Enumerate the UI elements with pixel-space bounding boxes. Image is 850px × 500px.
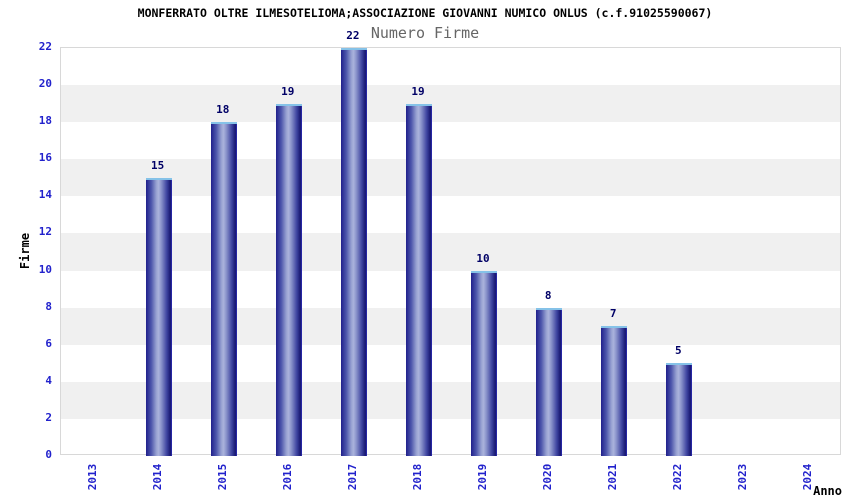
grid-band [61,345,840,382]
grid-band [61,85,840,123]
y-tick-label: 18 [38,114,52,128]
x-axis-title: Anno [813,484,842,498]
grid-band [61,233,840,271]
y-tick-label: 10 [38,262,52,276]
y-tick-label: 2 [45,410,52,424]
bar-value-label: 10 [476,251,490,265]
x-tick-label: 2015 [215,463,229,491]
y-tick-label: 8 [45,299,52,313]
bar-2020 [536,307,563,456]
grid-band [61,196,840,233]
bar-value-label: 7 [609,307,617,321]
grid-band [61,271,840,308]
chart-title: MONFERRATO OLTRE ILMESOTELIOMA;ASSOCIAZI… [137,6,713,20]
bar-value-label: 15 [151,158,165,172]
bar-value-label: 5 [674,344,682,358]
plot-area [60,47,841,456]
y-tick-label: 6 [45,336,52,350]
bar-2021 [601,326,628,456]
x-tick-label: 2016 [280,463,294,491]
y-tick-label: 14 [38,188,52,202]
bar-2017 [340,48,367,456]
bar-2015 [210,122,237,456]
grid-band [61,381,840,419]
x-tick-label: 2023 [736,463,750,491]
grid-band [61,48,840,85]
y-tick-label: 22 [38,40,52,53]
x-tick-label: 2022 [671,463,685,491]
x-tick-label: 2014 [150,463,164,491]
grid-band [61,419,840,456]
bar-value-label: 8 [544,288,552,302]
bar-value-label: 18 [216,103,230,117]
y-tick-label: 4 [45,373,52,387]
bar-2018 [405,103,432,456]
x-tick-label: 2018 [410,463,424,491]
bar-value-label: 19 [281,84,295,98]
x-tick-label: 2019 [476,463,490,491]
grid-band [61,307,840,345]
x-tick-label: 2021 [606,463,620,491]
x-tick-label: 2020 [541,463,555,491]
bar-value-label: 22 [346,29,360,42]
y-tick-label: 16 [38,151,52,165]
grid-band [61,122,840,159]
bar-2016 [275,103,302,456]
y-tick-label: 20 [38,77,52,91]
y-tick-label: 0 [45,448,52,461]
x-tick-label: 2013 [85,463,99,491]
bar-2022 [666,363,693,456]
bar-2019 [471,270,498,456]
x-tick-label: 2017 [345,463,359,491]
chart-subtitle: Numero Firme [370,24,480,42]
y-tick-label: 12 [38,225,52,239]
bar-2014 [145,177,172,456]
grid-band [61,159,840,197]
bar-value-label: 19 [411,84,425,98]
